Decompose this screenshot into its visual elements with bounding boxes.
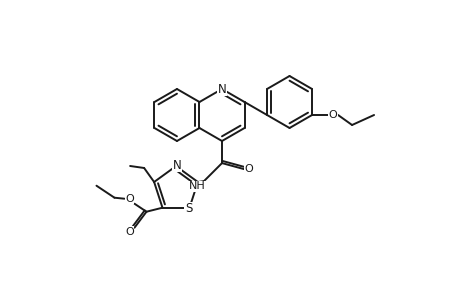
Text: O: O [125, 227, 134, 237]
Text: N: N [217, 82, 226, 95]
Text: O: O [328, 110, 337, 120]
Text: O: O [244, 164, 253, 174]
Text: S: S [185, 202, 192, 215]
Text: O: O [125, 194, 134, 204]
Text: NH: NH [188, 181, 205, 191]
Text: N: N [172, 159, 181, 172]
